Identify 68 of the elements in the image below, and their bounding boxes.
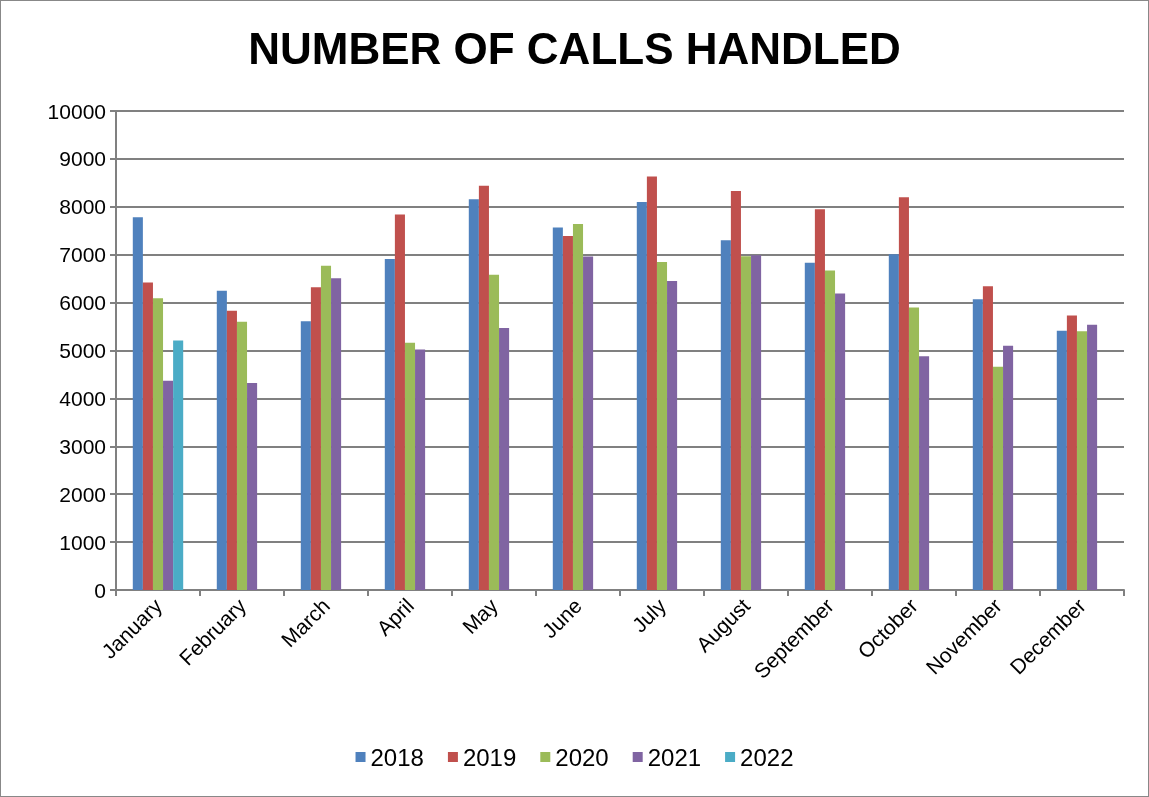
y-tick-label: 7000 <box>59 243 106 267</box>
y-tick-label: 2000 <box>59 482 106 506</box>
bar <box>740 256 752 590</box>
bar <box>1066 315 1077 590</box>
bar <box>173 340 184 590</box>
bar <box>1087 324 1098 590</box>
bar <box>646 176 657 590</box>
bar <box>992 366 1004 590</box>
bar <box>1076 331 1088 590</box>
bar <box>562 236 573 590</box>
bar <box>384 259 395 590</box>
bar <box>132 217 143 590</box>
bar <box>488 274 500 590</box>
bar <box>142 282 153 590</box>
bar <box>331 278 342 590</box>
y-tick-label: 0 <box>94 578 106 602</box>
x-tick-label: July <box>627 593 671 637</box>
bar <box>835 293 846 590</box>
bar <box>572 224 584 590</box>
legend-label: 2019 <box>462 743 517 771</box>
bar <box>152 298 164 590</box>
bar <box>636 202 647 590</box>
bar <box>814 209 825 590</box>
bar <box>552 227 563 590</box>
bar <box>247 383 258 590</box>
bar <box>226 310 237 590</box>
bar <box>982 286 993 590</box>
bar <box>1056 330 1067 590</box>
legend-label: 2020 <box>555 743 609 771</box>
bar <box>919 356 930 590</box>
bar <box>468 199 479 590</box>
bar <box>478 185 489 590</box>
y-tick-label: 8000 <box>59 195 106 219</box>
bar <box>1003 345 1014 590</box>
bar <box>667 281 678 590</box>
bar <box>824 270 836 590</box>
legend-label: 2021 <box>647 743 702 771</box>
y-tick-label: 4000 <box>59 386 106 410</box>
bar <box>320 265 332 590</box>
bar <box>415 349 426 590</box>
y-tick-label: 1000 <box>59 530 106 554</box>
chart-title: NUMBER OF CALLS HANDLED <box>248 23 901 73</box>
bar <box>972 299 983 590</box>
x-tick-label: May <box>457 593 503 639</box>
bar <box>888 254 899 590</box>
y-tick-label: 6000 <box>59 291 106 315</box>
y-tick-label: 9000 <box>59 147 106 171</box>
bar <box>583 256 594 590</box>
bar <box>720 240 731 590</box>
bar <box>804 262 815 590</box>
bar <box>404 342 416 590</box>
bar <box>394 214 405 590</box>
bar <box>236 321 248 590</box>
y-tick-label: 5000 <box>59 339 106 362</box>
legend-label: 2018 <box>370 743 424 771</box>
bar <box>310 287 321 590</box>
bar <box>898 197 909 590</box>
legend-label: 2022 <box>740 743 794 771</box>
bar <box>163 380 174 590</box>
bar <box>499 327 510 590</box>
y-tick-label: 10000 <box>47 99 106 123</box>
y-tick-label: 3000 <box>59 434 106 458</box>
bar <box>656 261 668 590</box>
bar <box>730 190 741 590</box>
bar <box>751 255 762 590</box>
bar <box>300 321 311 590</box>
bar <box>216 290 227 590</box>
bar <box>908 307 920 590</box>
